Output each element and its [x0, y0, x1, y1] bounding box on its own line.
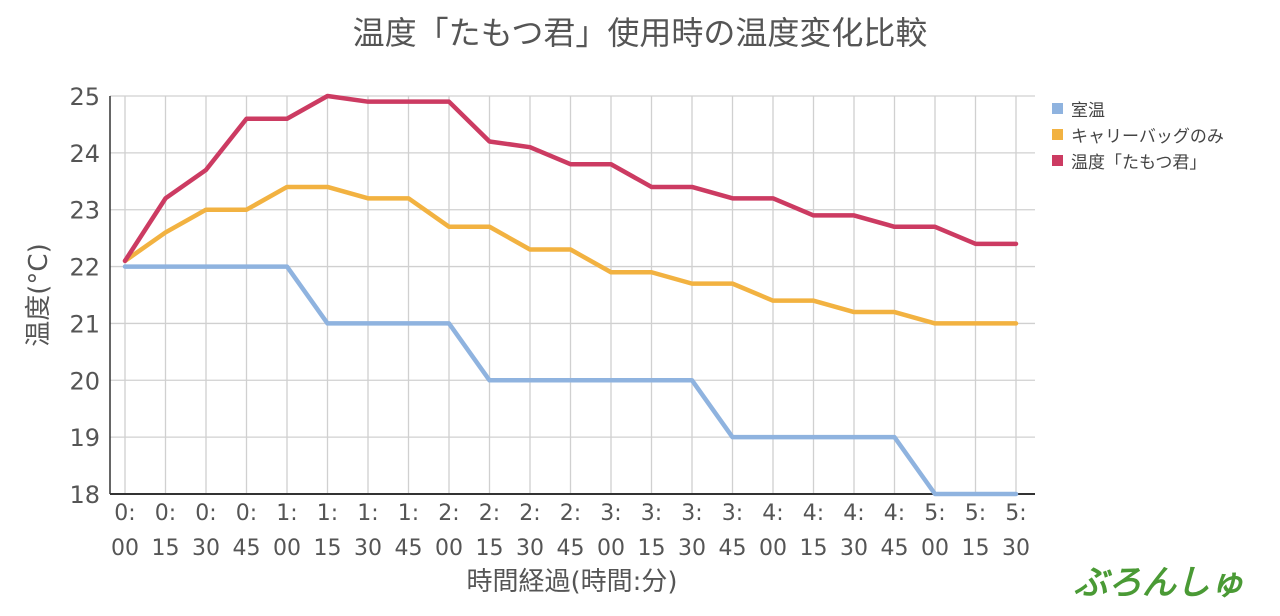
legend-swatch — [1052, 128, 1063, 140]
legend-swatch — [1052, 102, 1063, 114]
x-tick-label: 2: — [519, 501, 540, 526]
y-axis-title: 温度(°C) — [24, 243, 54, 346]
x-tick-label: 1: — [276, 501, 297, 526]
x-tick-label: 3: — [641, 501, 662, 526]
x-tick-label: 1: — [357, 501, 378, 526]
chart-title: 温度「たもつ君」使用時の温度変化比較 — [352, 14, 928, 52]
legend-item: キャリーバッグのみ — [1052, 121, 1224, 147]
series-line-1 — [122, 264, 1019, 497]
x-tick-label: 3: — [722, 501, 743, 526]
legend-swatch — [1052, 154, 1063, 166]
y-tick-label: 22 — [69, 254, 100, 282]
x-tick-label: 0: — [236, 501, 257, 526]
series-line-2 — [122, 184, 1019, 326]
x-tick-label: 2: — [438, 501, 459, 526]
x-tick-label: 15 — [800, 536, 828, 561]
legend-item: 室温 — [1052, 95, 1224, 121]
x-tick-label: 00 — [597, 536, 625, 561]
x-tick-label: 00 — [273, 536, 301, 561]
x-tick-label: 5: — [965, 501, 986, 526]
x-tick-label: 15 — [152, 536, 180, 561]
x-tick-label: 30 — [354, 536, 382, 561]
x-tick-label: 0: — [114, 501, 135, 526]
x-tick-label: 1: — [398, 501, 419, 526]
x-tick-label: 00 — [435, 536, 463, 561]
x-tick-label: 30 — [1002, 536, 1030, 561]
legend-label: 温度「たもつ君」 — [1071, 152, 1207, 173]
watermark-logo: ぶろんしゅ — [1074, 563, 1244, 603]
x-tick-label: 30 — [516, 536, 544, 561]
x-tick-label: 30 — [192, 536, 220, 561]
x-tick-label: 0: — [195, 501, 216, 526]
x-tick-label: 45 — [719, 536, 747, 561]
x-tick-label: 5: — [1005, 501, 1026, 526]
x-tick-label: 15 — [638, 536, 666, 561]
y-tick-label: 19 — [69, 424, 100, 452]
x-tick-label: 3: — [600, 501, 621, 526]
x-axis-title: 時間経過(時間:分) — [466, 567, 677, 597]
x-tick-label: 0: — [155, 501, 176, 526]
x-tick-label: 45 — [233, 536, 261, 561]
legend-label: キャリーバッグのみ — [1071, 126, 1224, 147]
x-tick-label: 2: — [479, 501, 500, 526]
x-tick-label: 45 — [395, 536, 423, 561]
series-line-3 — [122, 93, 1019, 264]
y-tick-label: 25 — [69, 83, 100, 111]
x-tick-label: 30 — [840, 536, 868, 561]
y-tick-label: 18 — [69, 481, 100, 509]
x-tick-label: 4: — [762, 501, 783, 526]
x-tick-label: 4: — [803, 501, 824, 526]
x-tick-label: 45 — [881, 536, 909, 561]
x-tick-label: 3: — [681, 501, 702, 526]
x-tick-label: 15 — [962, 536, 990, 561]
x-tick-label: 4: — [843, 501, 864, 526]
x-tick-label: 00 — [921, 536, 949, 561]
y-tick-label: 23 — [69, 197, 100, 225]
x-tick-label: 4: — [884, 501, 905, 526]
x-tick-label: 5: — [924, 501, 945, 526]
x-tick-label: 30 — [678, 536, 706, 561]
x-tick-label: 2: — [560, 501, 581, 526]
x-tick-label: 15 — [476, 536, 504, 561]
x-tick-label: 00 — [111, 536, 139, 561]
y-tick-label: 24 — [69, 140, 100, 168]
x-tick-label: 45 — [557, 536, 585, 561]
x-tick-label: 00 — [759, 536, 787, 561]
x-tick-label: 15 — [314, 536, 342, 561]
y-tick-label: 21 — [69, 310, 100, 338]
legend-item: 温度「たもつ君」 — [1052, 147, 1224, 173]
x-tick-label: 1: — [317, 501, 338, 526]
legend: 室温キャリーバッグのみ 温度「たもつ君」 — [1052, 95, 1224, 173]
legend-label: 室温 — [1071, 100, 1105, 121]
y-tick-label: 20 — [69, 367, 100, 395]
